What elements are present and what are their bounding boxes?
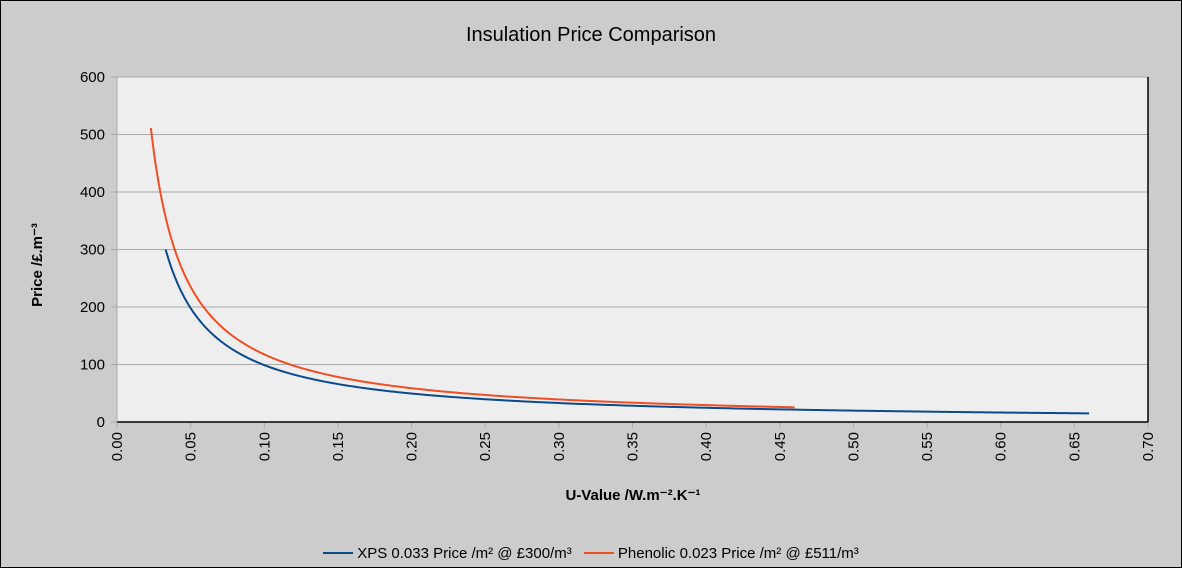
legend-item-phenolic: Phenolic 0.023 Price /m² @ £511/m³	[583, 544, 859, 562]
y-tick-label: 600	[80, 69, 105, 86]
legend-swatch-phenolic	[583, 552, 614, 554]
y-tick-label: 0	[97, 414, 105, 431]
y-tick-label: 500	[80, 127, 105, 144]
x-tick-label: 0.15	[330, 432, 347, 461]
y-axis-label: Price /£.m⁻³	[29, 223, 46, 307]
series-line-xps	[164, 249, 1090, 415]
y-tick-label: 100	[80, 357, 105, 374]
legend-item-xps: XPS 0.033 Price /m² @ £300/m³	[323, 544, 572, 562]
x-tick-label: 0.65	[1066, 432, 1083, 461]
x-axis-label: U-Value /W.m⁻².K⁻¹	[565, 487, 700, 504]
legend-label-phenolic: Phenolic 0.023 Price /m² @ £511/m³	[617, 544, 859, 562]
x-tick-label: 0.00	[109, 432, 126, 461]
x-tick-label: 0.55	[919, 432, 936, 461]
series-line-phenolic	[149, 128, 795, 409]
x-tick-label: 0.25	[477, 432, 494, 461]
legend: XPS 0.033 Price /m² @ £300/m³ Phenolic 0…	[0, 541, 1182, 562]
x-tick-label: 0.10	[256, 432, 273, 461]
y-tick-label: 400	[80, 184, 105, 201]
x-tick-label: 0.05	[183, 432, 200, 461]
y-tick-label: 300	[80, 242, 105, 259]
x-tick-label: 0.45	[772, 432, 789, 461]
x-tick-label: 0.35	[625, 432, 642, 461]
x-tick-label: 0.50	[845, 432, 862, 461]
legend-label-xps: XPS 0.033 Price /m² @ £300/m³	[357, 544, 572, 562]
y-tick-label: 200	[80, 299, 105, 316]
chart-title: Insulation Price Comparison	[465, 24, 717, 46]
x-tick-label: 0.70	[1140, 432, 1157, 461]
x-tick-label: 0.30	[551, 432, 568, 461]
x-tick-label: 0.60	[993, 432, 1010, 461]
x-tick-label: 0.40	[698, 432, 715, 461]
x-tick-label: 0.20	[404, 432, 421, 461]
legend-swatch-xps	[323, 552, 354, 554]
